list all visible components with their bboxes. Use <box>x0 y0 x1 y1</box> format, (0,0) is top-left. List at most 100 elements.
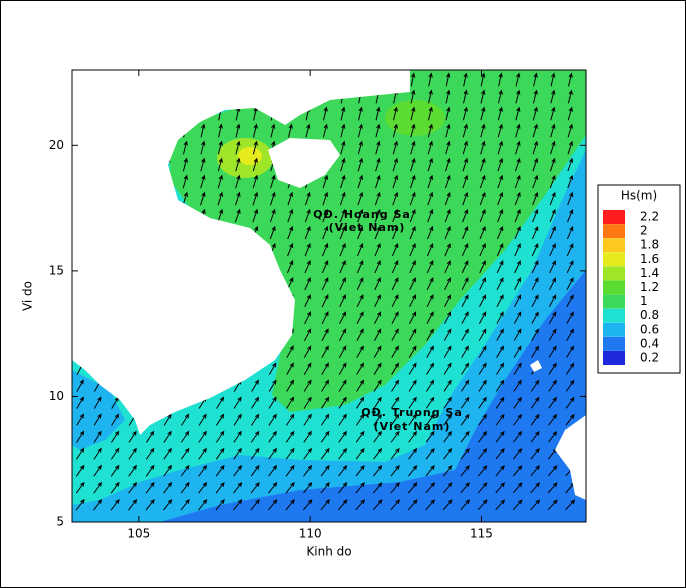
wave-arrow <box>496 260 504 274</box>
wave-arrow <box>269 208 276 223</box>
wave-arrow <box>357 157 363 172</box>
wave-arrow <box>374 294 381 308</box>
wave-arrow <box>355 499 365 511</box>
wave-arrow <box>200 157 206 172</box>
wave-arrow <box>531 243 539 257</box>
wave-arrow <box>286 379 294 392</box>
wave-arrow <box>390 482 400 494</box>
wave-arrow <box>462 174 469 189</box>
wave-arrow <box>268 362 277 375</box>
wave-arrow <box>531 225 539 240</box>
wave-arrow <box>426 242 434 257</box>
field-0-4 <box>160 270 586 522</box>
wave-arrow <box>461 294 469 308</box>
wave-arrow <box>373 464 383 477</box>
wave-arrow <box>531 311 539 324</box>
wave-arrow <box>217 174 223 189</box>
annotation: QĐ. Truong Sa <box>361 406 463 419</box>
wave-arrow <box>478 328 487 341</box>
wave-arrow <box>356 277 364 291</box>
wave-arrow <box>479 191 486 206</box>
wave-arrow <box>444 225 451 240</box>
wave-arrow <box>339 242 346 257</box>
wave-arrow <box>550 72 556 87</box>
legend: 2.221.81.61.41.210.80.60.40.2 <box>603 210 659 365</box>
wave-arrow <box>75 481 85 494</box>
legend-title: Hs(m) <box>621 189 657 203</box>
wave-arrow <box>495 465 505 477</box>
wave-arrow <box>410 106 416 121</box>
wave-arrow <box>566 345 575 358</box>
wave-arrow <box>372 499 383 511</box>
wave-arrow <box>268 396 277 409</box>
wave-arrow <box>530 396 540 409</box>
wave-arrow <box>390 413 400 426</box>
y-tick-label: 15 <box>49 263 64 277</box>
wave-arrow <box>357 140 363 155</box>
wave-arrow <box>303 362 312 375</box>
wave-arrow <box>531 294 539 307</box>
wave-arrow <box>479 174 486 189</box>
wave-arrow <box>287 225 294 240</box>
wave-arrow <box>391 242 399 257</box>
wave-arrow <box>339 311 346 325</box>
axes: 105 110 115 5 10 15 20 <box>49 70 586 541</box>
wave-arrow <box>216 413 225 426</box>
wave-arrow <box>445 140 451 155</box>
wave-arrow <box>110 498 120 511</box>
wave-arrow <box>233 396 242 409</box>
wave-arrow <box>496 345 504 358</box>
wave-arrow <box>460 465 470 477</box>
wave-arrow <box>75 464 85 477</box>
wave-arrow <box>550 123 556 138</box>
wave-arrow <box>480 157 486 172</box>
wave-arrow <box>374 260 381 274</box>
wave-arrow <box>425 465 435 477</box>
wave-arrow <box>477 499 488 511</box>
wave-arrow <box>512 499 523 511</box>
wave-arrow <box>566 328 574 341</box>
wave-arrow <box>514 191 521 206</box>
wave-arrow <box>444 260 451 274</box>
wave-arrow <box>548 362 557 375</box>
wave-arrow <box>460 430 470 443</box>
wave-arrow <box>445 89 451 104</box>
wave-arrow <box>320 499 330 511</box>
y-axis-label: Vi do <box>21 281 35 311</box>
wave-arrow <box>373 413 382 426</box>
wave-arrow <box>145 447 155 460</box>
wave-arrow <box>497 140 504 155</box>
wave-arrow <box>340 123 346 138</box>
wave-arrow <box>513 448 523 460</box>
wave-arrow <box>549 225 556 240</box>
x-tick-label: 115 <box>470 527 493 541</box>
wave-arrow <box>267 499 278 511</box>
wave-arrow <box>566 362 575 375</box>
wave-arrow <box>567 140 574 155</box>
wave-arrow <box>479 243 486 257</box>
wave-arrow <box>478 379 487 392</box>
wave-arrow <box>497 106 503 121</box>
wave-arrow <box>356 294 364 308</box>
wave-arrow <box>128 447 137 460</box>
wave-arrow <box>514 157 521 172</box>
annotation: QĐ. Hoang Sa <box>313 208 411 221</box>
wave-arrow <box>304 259 311 274</box>
wave-arrow <box>320 447 330 460</box>
wave-arrow <box>461 311 469 324</box>
wave-arrow <box>338 482 348 494</box>
legend-label: 0.2 <box>640 351 659 365</box>
wave-arrow <box>216 396 225 409</box>
wave-arrow <box>531 260 539 274</box>
wave-arrow <box>408 447 418 460</box>
wave-arrow <box>268 447 277 460</box>
wave-arrow <box>303 482 313 494</box>
wave-arrow <box>496 277 504 291</box>
wave-arrow <box>355 413 365 426</box>
wave-arrow <box>567 89 573 104</box>
wave-arrow <box>217 157 223 172</box>
wave-arrow <box>479 225 486 240</box>
wave-arrow <box>444 277 451 291</box>
wave-arrow <box>215 430 225 443</box>
wave-arrow <box>515 140 521 155</box>
